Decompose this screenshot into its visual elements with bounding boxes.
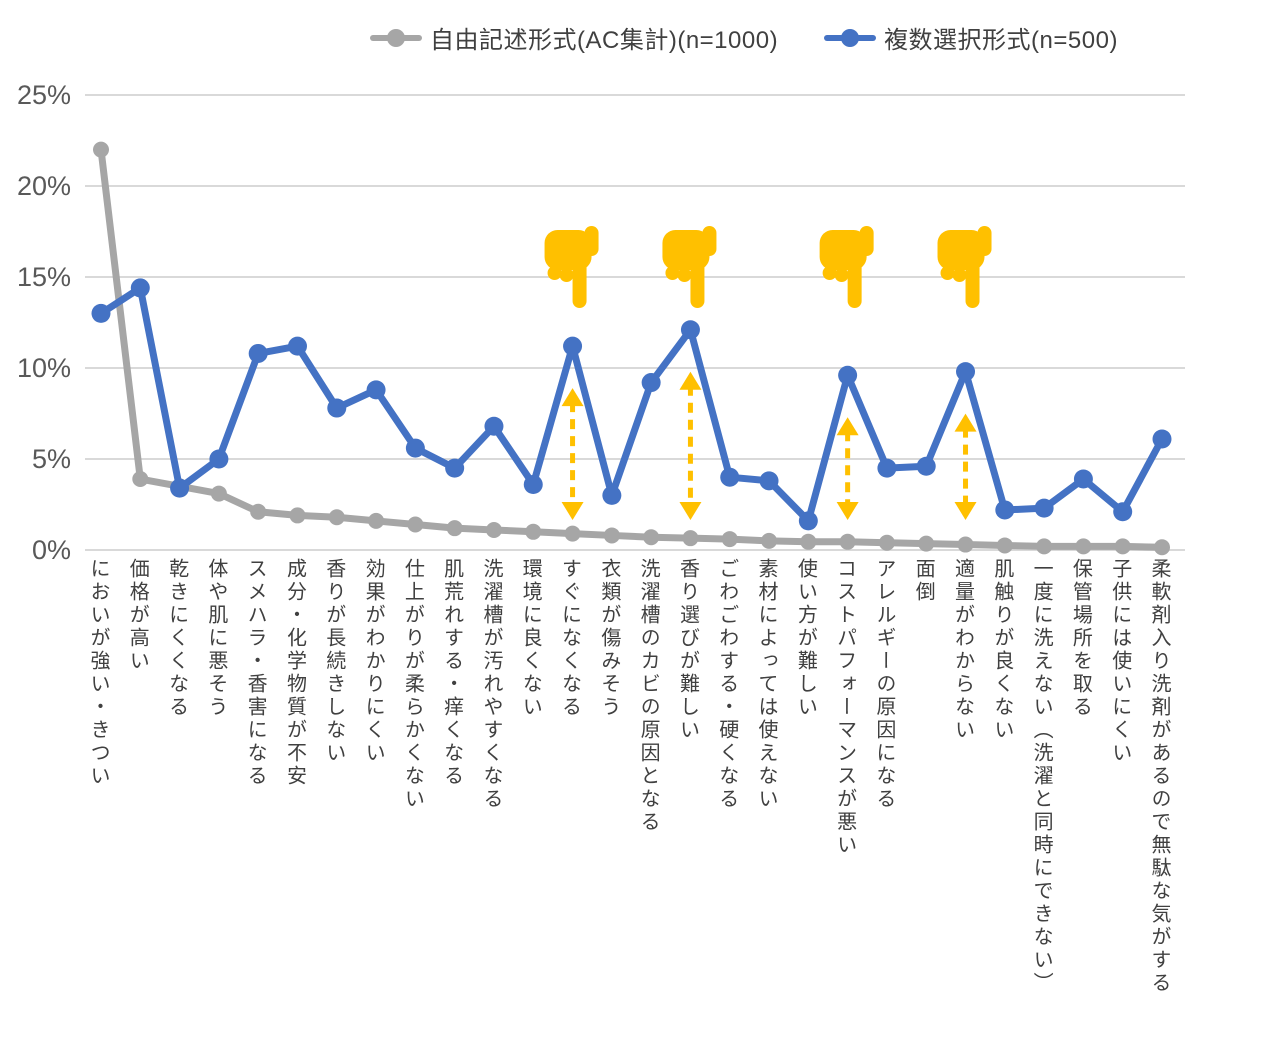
data-point (210, 485, 227, 502)
data-point (1114, 538, 1131, 555)
difference-arrow (679, 371, 702, 520)
data-point (132, 471, 149, 488)
data-point (682, 530, 699, 547)
pointing-down-hand-icon (937, 226, 992, 308)
data-point (759, 471, 779, 491)
data-point (721, 531, 738, 548)
data-point (289, 507, 306, 524)
y-axis-tick-label: 5% (32, 444, 71, 474)
data-point (602, 485, 622, 505)
difference-arrow (836, 417, 859, 520)
y-axis-tick-label: 0% (32, 535, 71, 565)
data-point (523, 474, 543, 494)
chart-legend: 自由記述形式(AC集計)(n=1000) 複数選択形式(n=500) (370, 20, 1118, 55)
data-point (956, 362, 976, 382)
data-point (250, 503, 267, 520)
data-point (1113, 502, 1133, 522)
data-point (878, 534, 895, 551)
data-point (877, 458, 897, 478)
difference-arrow (954, 413, 977, 520)
legend-label-open-ended: 自由記述形式(AC集計)(n=1000) (430, 27, 779, 54)
data-point (130, 278, 150, 298)
data-point (643, 529, 660, 546)
series-line-1 (97, 284, 1166, 525)
difference-arrow (561, 388, 584, 520)
data-point (445, 458, 465, 478)
data-point (564, 525, 581, 542)
data-point (1034, 498, 1054, 518)
data-point (680, 320, 700, 340)
y-axis-tick-label: 10% (17, 353, 71, 383)
data-point (761, 532, 778, 549)
data-point (446, 520, 463, 537)
legend-label-multiple-choice: 複数選択形式(n=500) (884, 27, 1118, 54)
data-point (916, 456, 936, 476)
data-point (485, 521, 502, 538)
data-point (603, 527, 620, 544)
data-point (1073, 469, 1093, 489)
data-point (525, 523, 542, 540)
legend-marker-multiple-choice-icon (824, 28, 877, 47)
pointing-down-hand-icon (544, 226, 599, 308)
legend-item-open-ended: 自由記述形式(AC集計)(n=1000) (370, 20, 778, 55)
data-point (1154, 539, 1170, 556)
data-point (839, 533, 856, 550)
data-point (800, 533, 817, 550)
data-point (1036, 538, 1053, 555)
data-point (366, 380, 386, 400)
data-point (405, 438, 425, 458)
data-point (1152, 429, 1172, 449)
data-point (838, 365, 858, 385)
data-point (918, 535, 935, 552)
legend-marker-open-ended-icon (370, 28, 422, 47)
data-point (93, 141, 109, 158)
data-point (209, 449, 229, 469)
legend-item-multiple-choice: 複数選択形式(n=500) (824, 20, 1118, 55)
y-axis-tick-label: 25% (17, 80, 71, 110)
data-point (995, 500, 1015, 520)
pointing-down-hand-icon (662, 226, 717, 308)
data-point (91, 303, 111, 323)
data-point (484, 416, 504, 436)
data-point (798, 511, 818, 531)
data-point (248, 343, 268, 363)
data-point (1075, 538, 1092, 555)
data-point (287, 336, 307, 356)
data-point (641, 373, 661, 393)
series-line-0 (97, 146, 1166, 551)
data-point (407, 516, 424, 533)
data-point (996, 537, 1013, 554)
data-point (170, 478, 190, 498)
pointing-down-hand-icon (819, 226, 874, 308)
y-axis-tick-label: 15% (17, 262, 71, 292)
data-point (957, 536, 974, 553)
data-point (328, 509, 345, 526)
data-point (327, 398, 347, 418)
y-axis-tick-label: 20% (17, 171, 71, 201)
data-point (720, 467, 740, 487)
data-point (563, 336, 583, 356)
data-point (368, 512, 385, 529)
